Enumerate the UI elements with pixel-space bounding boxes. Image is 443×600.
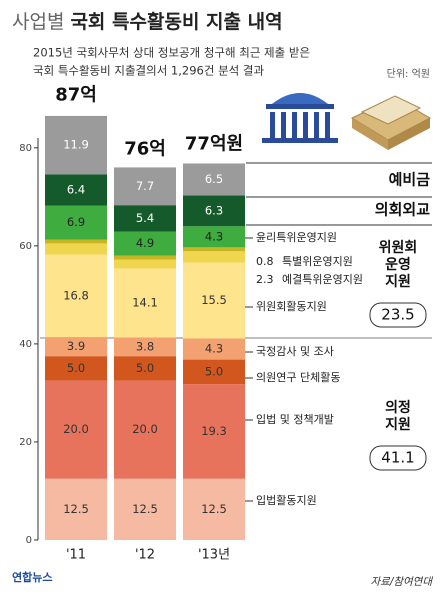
data-label: 0.8 [256, 255, 274, 268]
bar-segment [114, 205, 176, 232]
unit-label: 단위: 억원 [387, 67, 430, 80]
data-label: 6.3 [205, 203, 223, 217]
bar-segment [183, 384, 245, 479]
bar-segment [114, 255, 176, 260]
subtitle: 국회 특수활동비 지출결의서 1,296건 분석 결과 [33, 64, 264, 78]
logo: 연합뉴스 [12, 570, 52, 584]
bar-segment [114, 259, 176, 269]
bar-segment [114, 268, 176, 338]
x-tick-label: '11 [66, 548, 86, 563]
bar-segment [45, 239, 107, 244]
bar-segment [45, 380, 107, 479]
bar-segment [45, 356, 107, 381]
bar-segment [114, 356, 176, 381]
data-label: 5.4 [136, 211, 154, 225]
data-label: 3.9 [67, 339, 85, 353]
bar-segment [183, 338, 245, 360]
data-label: 20.0 [132, 422, 158, 436]
group-label: 위원회 [379, 240, 418, 256]
x-tick-label: '12 [135, 548, 155, 563]
total-label: 87억 [55, 84, 97, 105]
logo-text: 연합뉴스 [12, 570, 52, 584]
data-label: 5.0 [67, 361, 85, 375]
group-label: 의정 [385, 399, 411, 416]
chart-title: 사업별 국회 특수활동비 지출 내역 [12, 11, 283, 33]
data-label: 4.3 [205, 229, 223, 243]
bar-segment [114, 478, 176, 540]
data-label: 14.1 [132, 295, 158, 309]
subtitle: 2015년 국회사무처 상대 정보공개 청구해 최근 제출 받은 [33, 46, 310, 60]
bar-segment [183, 247, 245, 252]
y-tick-label: 20 [19, 437, 32, 448]
money-icon [350, 95, 432, 150]
bar-segment [45, 115, 107, 175]
y-tick-label: 80 [19, 143, 32, 154]
source: 자료/참여연대 [371, 576, 434, 588]
bar-segment [45, 254, 107, 338]
group-value: 23.5 [381, 306, 414, 324]
bar-segment [183, 163, 245, 196]
bar-segment [183, 359, 245, 385]
data-label: 12.5 [132, 502, 158, 516]
title-lead: 사업별 [12, 11, 64, 33]
series-label: 예결특위운영지원 [282, 273, 363, 286]
data-label: 7.7 [136, 179, 154, 193]
data-label: 16.8 [63, 288, 89, 302]
bar-segment [45, 205, 107, 240]
total-label: 77억원 [185, 134, 243, 155]
bar-segment [45, 174, 107, 206]
series-label: 의원연구 단체활동 [256, 370, 340, 384]
total-label: 76억 [124, 138, 166, 159]
bar-segment [114, 337, 176, 357]
bar-segment [183, 195, 245, 227]
series-label: 입법활동지원 [256, 493, 317, 507]
group-box [369, 302, 427, 328]
y-tick-label: 60 [19, 241, 32, 252]
series-label: 국정감사 및 조사 [256, 345, 334, 358]
data-label: 6.4 [67, 182, 85, 196]
y-tick-label: 0 [26, 535, 32, 546]
series-label: 윤리특위운영지원 [256, 231, 337, 244]
y-tick-label: 40 [19, 339, 32, 350]
group-label: 지원 [385, 274, 411, 290]
data-label: 6.5 [205, 172, 223, 186]
bar-segment [114, 167, 176, 206]
title-main: 국회 특수활동비 지출 내역 [70, 11, 282, 33]
group-label: 지원 [385, 417, 411, 433]
group-box [369, 445, 427, 471]
data-label: 3.8 [136, 339, 154, 353]
series-label: 예비금 [389, 171, 431, 189]
data-label: 4.3 [205, 342, 223, 356]
series-label: 위원회활동지원 [256, 299, 327, 313]
data-label: 5.0 [136, 361, 154, 375]
data-label: 11.9 [63, 138, 89, 152]
bar-segment [183, 478, 245, 540]
data-label: 15.5 [201, 293, 227, 307]
bar-segment [45, 337, 107, 357]
group-label: 운영 [385, 256, 411, 273]
bar-segment [183, 226, 245, 248]
bar-segment [45, 243, 107, 255]
data-label: 5.0 [205, 364, 223, 378]
assembly-icon [262, 93, 338, 143]
data-label: 20.0 [63, 422, 89, 436]
data-label: 2.3 [256, 273, 274, 286]
data-label: 6.9 [67, 215, 85, 229]
bar-segment [114, 380, 176, 479]
series-label: 특별위운영지원 [282, 255, 353, 268]
bar-segment [114, 231, 176, 256]
data-label: 12.5 [63, 502, 89, 516]
bar-segment [183, 262, 245, 339]
bar-segment [45, 478, 107, 540]
group-value: 41.1 [381, 449, 414, 467]
series-label: 입법 및 정책개발 [256, 413, 334, 426]
series-label: 의회외교 [375, 201, 430, 219]
x-tick-label: '13년 [198, 548, 230, 563]
data-label: 4.9 [136, 236, 154, 250]
bar-segment [183, 251, 245, 263]
data-label: 12.5 [201, 502, 227, 516]
data-label: 19.3 [201, 424, 227, 438]
